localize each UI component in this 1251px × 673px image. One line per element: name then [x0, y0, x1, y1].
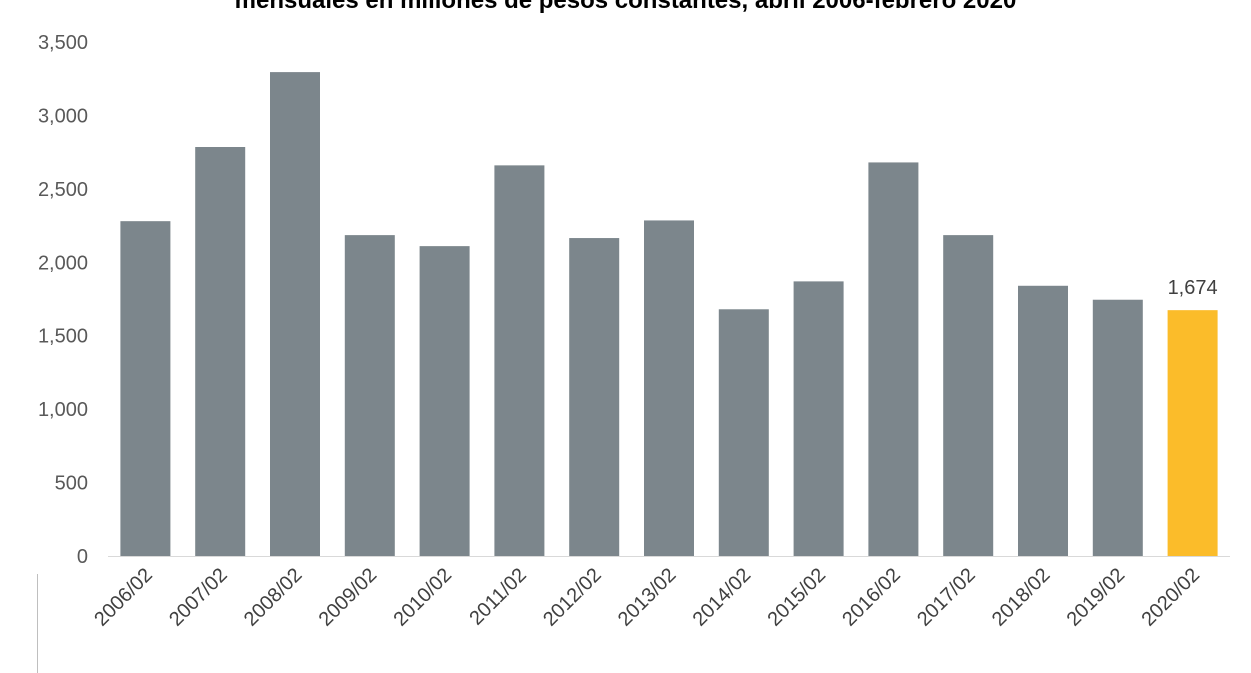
bar-2019-02 [1092, 299, 1143, 556]
bar-2009-02 [344, 235, 395, 557]
bar-2018-02 [1018, 285, 1068, 556]
y-tick-label: 0 [77, 546, 88, 568]
x-tick-label: 2013/02 [614, 564, 681, 631]
x-tick-label: 2019/02 [1063, 564, 1130, 631]
bar-2007-02 [195, 147, 246, 556]
y-tick-label: 3,000 [38, 105, 88, 127]
bar-series [120, 72, 1218, 557]
bar-2014-02 [718, 309, 769, 556]
y-tick-label: 3,500 [38, 32, 88, 54]
x-tick-label: 2020/02 [1137, 564, 1204, 631]
data-label: 1,674 [1168, 277, 1218, 299]
bar-2017-02 [943, 235, 994, 557]
bar-2015-02 [793, 281, 844, 556]
bar-2016-02 [868, 162, 919, 556]
x-tick-label: 2017/02 [913, 564, 980, 631]
x-tick-label: 2011/02 [465, 564, 531, 630]
y-tick-label: 1,000 [38, 399, 88, 421]
x-tick-label: 2007/02 [165, 564, 232, 631]
y-axis-ticks: 0 500 1,000 1,500 2,000 2,500 3,000 3,500 [38, 32, 88, 568]
bar-2006-02 [120, 221, 171, 556]
x-tick-label: 2016/02 [838, 564, 905, 631]
y-tick-label: 500 [55, 473, 88, 495]
x-tick-label: 2018/02 [988, 564, 1055, 631]
x-axis-ticks: 2006/02 2007/02 2008/02 2009/02 2010/02 2011/… [90, 564, 1204, 631]
x-tick-label: 2014/02 [689, 564, 756, 631]
x-tick-label: 2006/02 [90, 564, 157, 631]
bar-2012-02 [569, 238, 620, 556]
x-tick-label: 2010/02 [389, 564, 456, 631]
y-tick-label: 2,000 [38, 252, 88, 274]
x-tick-label: 2008/02 [240, 564, 307, 631]
x-tick-label: 2009/02 [315, 564, 382, 631]
bar-2010-02 [419, 246, 470, 557]
bar-2008-02 [270, 72, 320, 556]
bar-2020-02 [1167, 310, 1218, 556]
bar-2013-02 [644, 220, 694, 556]
x-tick-label: 2015/02 [763, 564, 830, 631]
y-tick-label: 1,500 [38, 326, 88, 348]
chart-border [37, 574, 38, 673]
data-labels: 1,674 [1168, 277, 1218, 299]
x-tick-label: 2012/02 [539, 564, 606, 631]
bar-2011-02 [494, 165, 545, 557]
y-tick-label: 2,500 [38, 179, 88, 201]
chart-title: mensuales en millones de pesos constante… [234, 0, 1017, 14]
